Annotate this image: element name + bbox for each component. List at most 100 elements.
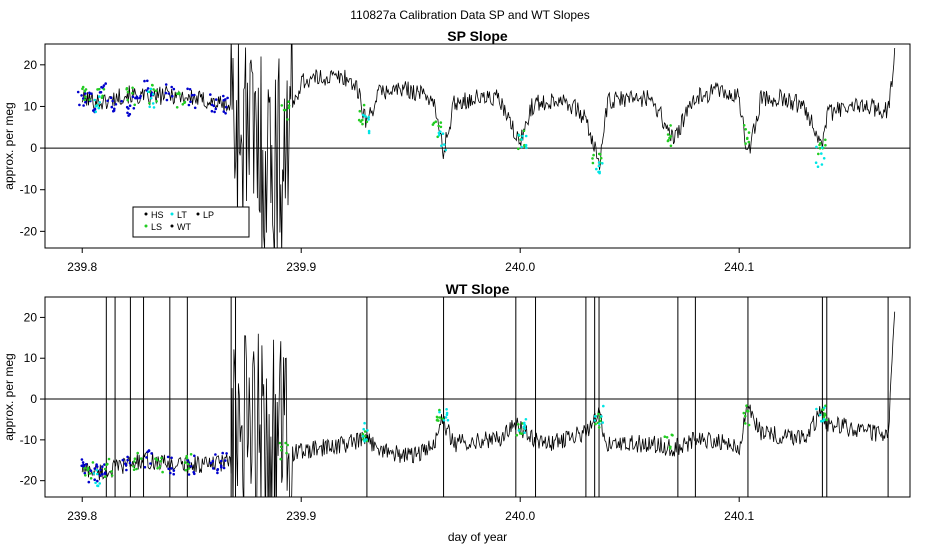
legend-marker — [170, 212, 174, 216]
legend-marker — [196, 212, 200, 216]
data-point-ls — [186, 462, 190, 466]
data-point-ls — [102, 88, 106, 91]
data-point-lt — [446, 418, 450, 422]
data-point-ls — [133, 460, 136, 463]
data-point-ls — [91, 461, 95, 464]
data-point-ls — [439, 125, 443, 129]
data-point-hs — [114, 103, 118, 106]
data-point-lt — [442, 143, 446, 146]
data-point-ls — [522, 129, 526, 133]
data-point-lt — [523, 423, 527, 427]
data-point-hs — [128, 461, 132, 465]
data-point-ls — [438, 408, 441, 412]
data-point-lt — [444, 416, 448, 419]
data-point-ls — [817, 152, 820, 156]
data-point-hs — [106, 99, 109, 103]
data-point-ls — [280, 448, 283, 452]
data-point-lt — [815, 145, 818, 149]
data-point-hs — [222, 99, 225, 102]
data-point-lt — [367, 115, 371, 119]
data-point-ls — [103, 467, 107, 471]
data-point-lt — [94, 110, 97, 113]
data-point-ls — [597, 426, 601, 429]
data-point-ls — [183, 101, 186, 104]
legend-label: HS — [151, 210, 164, 220]
data-point-hs — [213, 110, 216, 114]
data-point-lt — [520, 138, 523, 141]
data-point-ls — [183, 461, 187, 464]
data-point-ls — [187, 467, 191, 470]
data-point-ls — [131, 86, 134, 90]
data-point-lt — [151, 93, 155, 96]
data-point-hs — [125, 468, 128, 472]
data-point-lt — [149, 96, 153, 100]
data-point-hs — [226, 96, 229, 100]
data-point-hs — [134, 96, 137, 100]
data-point-hs — [172, 472, 175, 476]
data-point-hs — [222, 110, 226, 113]
data-point-ls — [126, 90, 130, 94]
data-point-hs — [189, 100, 192, 104]
data-point-hs — [224, 112, 227, 115]
data-point-hs — [136, 96, 139, 100]
x-tick-label: 240.0 — [505, 260, 535, 274]
data-point-lt — [820, 146, 824, 149]
data-point-lt — [146, 90, 150, 93]
data-point-ls — [285, 451, 288, 455]
data-point-hs — [84, 100, 87, 104]
data-point-hs — [98, 91, 102, 94]
y-tick-label: -10 — [20, 183, 38, 197]
data-point-hs — [212, 467, 215, 470]
data-point-ls — [599, 419, 602, 423]
data-point-ls — [667, 138, 670, 142]
data-point-ls — [101, 94, 104, 98]
data-point-hs — [120, 99, 123, 103]
data-point-lt — [598, 422, 601, 426]
data-point-ls — [161, 470, 164, 474]
data-point-ls — [362, 103, 366, 107]
data-point-ls — [81, 87, 84, 91]
data-point-ls — [181, 103, 185, 106]
legend-label: LP — [203, 210, 214, 220]
data-point-ls — [284, 108, 287, 112]
data-point-hs — [189, 465, 193, 468]
data-point-hs — [171, 94, 174, 98]
data-point-lt — [367, 118, 370, 121]
x-axis-label: day of year — [448, 530, 507, 544]
data-point-lt — [523, 421, 526, 425]
y-tick-label: 20 — [24, 310, 38, 324]
data-point-hs — [95, 465, 99, 468]
data-point-ls — [358, 109, 362, 113]
data-point-lt — [594, 415, 597, 418]
data-point-ls — [591, 157, 594, 160]
x-tick-label: 240.1 — [724, 509, 754, 523]
data-point-ls — [437, 419, 440, 422]
data-point-ls — [365, 120, 369, 124]
data-point-hs — [193, 106, 197, 110]
data-point-lt — [602, 404, 605, 408]
data-point-hs — [186, 87, 189, 91]
data-point-ls — [89, 477, 93, 480]
data-point-lt — [366, 429, 369, 432]
data-point-hs — [214, 453, 217, 456]
data-point-lt — [445, 408, 448, 411]
data-point-ls — [594, 422, 597, 426]
data-point-hs — [214, 107, 218, 111]
data-point-ls — [515, 433, 519, 437]
data-point-lt — [363, 439, 366, 443]
data-point-ls — [517, 423, 520, 426]
data-point-ls — [742, 411, 746, 415]
data-point-hs — [190, 93, 194, 97]
data-point-ls — [88, 98, 91, 102]
data-point-lt — [525, 146, 528, 150]
data-point-hs — [125, 105, 129, 109]
data-point-lt — [367, 131, 371, 135]
data-point-ls — [437, 124, 441, 128]
data-point-ls — [665, 436, 669, 439]
y-tick-label: -20 — [20, 224, 38, 238]
data-point-lt — [362, 427, 366, 431]
data-point-ls — [747, 423, 751, 427]
data-point-hs — [82, 104, 85, 107]
data-point-ls — [278, 441, 282, 445]
data-point-lt — [441, 132, 445, 135]
